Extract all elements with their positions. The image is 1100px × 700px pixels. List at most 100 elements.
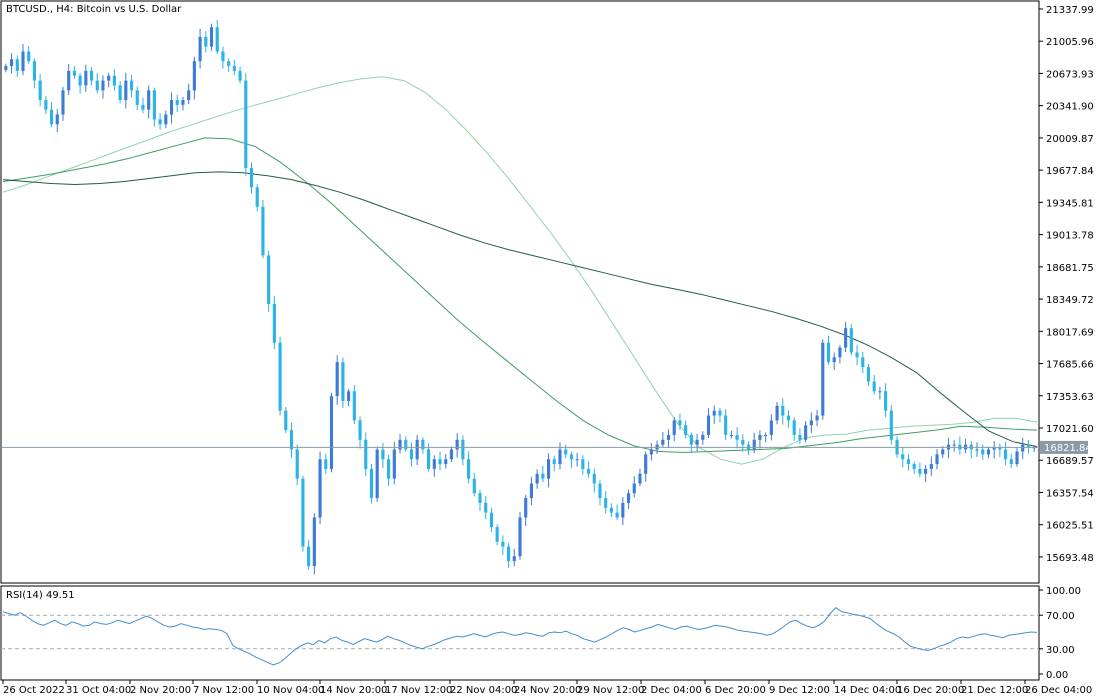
candle-body: [861, 357, 865, 367]
time-tick-label: 7 Nov 12:00: [193, 685, 254, 696]
price-tick-label: 19013.78: [1046, 231, 1094, 242]
price-tick-label: 19677.84: [1046, 166, 1094, 177]
candle-body: [975, 449, 979, 451]
candle-body: [998, 447, 1002, 450]
candle-body: [369, 468, 374, 499]
candle-body: [872, 381, 876, 392]
moving-average-line: [2, 137, 1038, 453]
candle-body: [489, 512, 494, 528]
candle-body: [278, 342, 282, 411]
price-tick-label: 16025.51: [1046, 521, 1094, 532]
price-tick-label: 16689.57: [1046, 456, 1094, 467]
candle-body: [512, 556, 516, 562]
price-tick-label: 16357.54: [1046, 488, 1094, 499]
candle-body: [912, 464, 916, 469]
moving-average-line: [2, 171, 1038, 448]
candle-body: [244, 80, 248, 168]
candle-body: [95, 80, 99, 91]
candle-body: [261, 206, 265, 256]
time-tick-label: 6 Dec 20:00: [705, 685, 766, 696]
candle-body: [129, 80, 134, 91]
candle-body: [409, 449, 414, 460]
candle-body: [632, 483, 636, 494]
candle-body: [495, 527, 499, 542]
candle-body: [284, 410, 288, 431]
candle-body: [307, 546, 311, 567]
candle-body: [684, 425, 688, 435]
candle-body: [906, 459, 911, 465]
candle-body: [192, 61, 196, 91]
candle-body: [67, 70, 71, 91]
candle-body: [89, 70, 94, 81]
candle-body: [55, 114, 59, 125]
candle-body: [638, 473, 642, 484]
candle-body: [546, 459, 551, 479]
candle-body: [501, 541, 505, 547]
candle-body: [792, 420, 796, 435]
candle-body: [678, 420, 682, 426]
candle-body: [838, 347, 842, 358]
candle-body: [4, 66, 8, 70]
candle-body: [329, 396, 334, 469]
candle-body: [586, 468, 591, 474]
candle-body: [575, 459, 579, 461]
candle-body: [387, 459, 391, 479]
candle-body: [209, 27, 214, 47]
candle-body: [718, 410, 722, 416]
candle-body: [661, 439, 665, 445]
candle-body: [467, 459, 471, 479]
candle-body: [769, 420, 773, 435]
candle-body: [781, 405, 785, 416]
candle-body: [507, 546, 511, 562]
time-axis: 26 Oct 2022 31 Oct 04:002 Nov 20:00 7 Nov …: [2, 680, 1092, 696]
candle-body: [347, 391, 351, 401]
candle-body: [301, 478, 305, 547]
candle-body: [821, 342, 825, 416]
candle-body: [107, 75, 111, 81]
candle-body: [672, 420, 676, 435]
time-tick-label: 21 Dec 12:00: [961, 685, 1028, 696]
candle-body: [884, 391, 888, 411]
price-tick-label: 18681.75: [1046, 263, 1094, 274]
price-tick-label: 15693.48: [1046, 553, 1094, 564]
candle-body: [352, 391, 356, 421]
candle-body: [752, 439, 756, 450]
candle-body: [524, 498, 528, 518]
time-tick-label: 22 Nov 04:00: [450, 685, 517, 696]
candlesticks: [4, 20, 1036, 575]
candle-body: [249, 167, 254, 188]
candle-body: [461, 439, 465, 460]
candle-body: [318, 459, 322, 518]
rsi-title: RSI(14) 49.51: [6, 590, 75, 601]
candle-body: [335, 362, 339, 397]
candle-body: [901, 454, 905, 460]
candle-body: [141, 104, 145, 110]
candle-body: [449, 449, 454, 460]
candle-body: [626, 493, 631, 503]
price-panel[interactable]: [0, 0, 1040, 584]
candle-body: [552, 459, 556, 465]
candle-body: [844, 328, 848, 348]
candle-body: [204, 36, 208, 47]
time-tick-label: 17 Nov 12:00: [385, 685, 452, 696]
candle-body: [581, 459, 585, 469]
time-tick-label: 9 Dec 12:00: [769, 685, 830, 696]
candle-body: [986, 449, 991, 455]
candle-body: [118, 85, 122, 101]
candle-body: [604, 498, 608, 508]
candle-body: [444, 459, 448, 465]
candle-body: [232, 66, 236, 71]
candle-body: [689, 434, 693, 445]
rsi-panel[interactable]: [0, 585, 1040, 681]
time-tick-label: 31 Oct 04:00: [66, 685, 131, 696]
price-tick-label: 20673.93: [1046, 69, 1094, 80]
candle-body: [215, 27, 219, 52]
candle-body: [421, 439, 425, 450]
candle-body: [1004, 449, 1008, 460]
candle-body: [15, 59, 19, 71]
candle-body: [1021, 444, 1025, 452]
candle-body: [267, 255, 271, 304]
candle-body: [529, 483, 533, 499]
candle-body: [1009, 459, 1013, 465]
